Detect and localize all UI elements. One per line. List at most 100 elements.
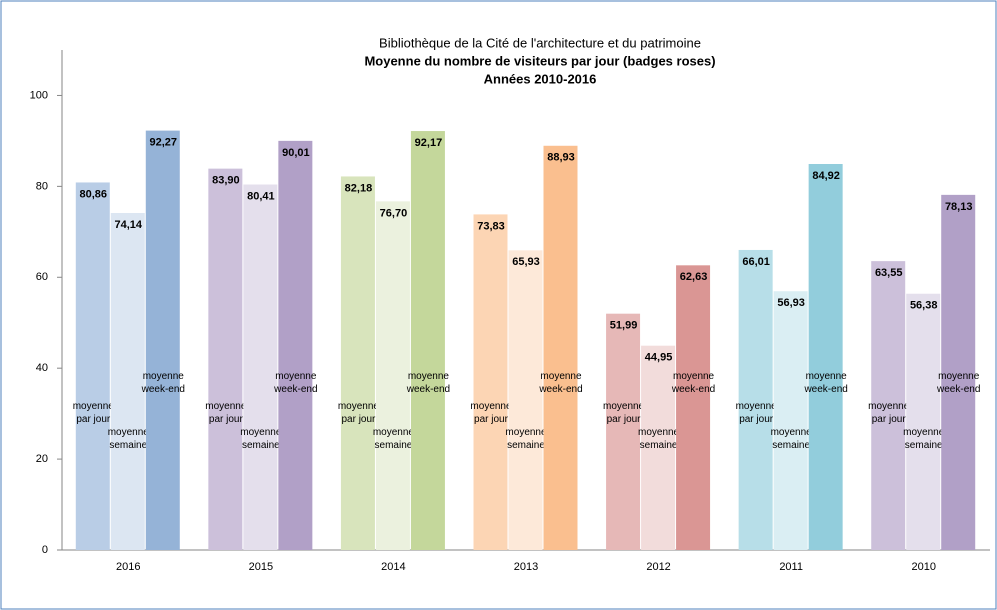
series-label: moyenne week-end — [141, 371, 185, 395]
chart-title: Bibliothèque de la Cité de l'architectur… — [379, 35, 701, 50]
series-name: moyenne week-end — [406, 371, 451, 395]
value-label: 44,95 — [645, 352, 673, 364]
x-tick-label: 2013 — [514, 561, 538, 573]
bar — [941, 194, 976, 550]
bar — [676, 265, 711, 550]
value-label: 80,86 — [80, 188, 108, 200]
series-name: moyenne week-end — [671, 371, 716, 395]
series-name: moyenne week-end — [141, 371, 185, 395]
value-label: 83,90 — [212, 175, 240, 187]
y-tick-label: 40 — [36, 362, 48, 374]
bar — [871, 261, 906, 550]
series-name: moyenne semaine — [372, 427, 414, 451]
x-tick-label: 2015 — [249, 561, 273, 573]
bar — [410, 131, 445, 550]
series-name: moyenne semaine — [903, 427, 945, 451]
series-name: moyenne par jour — [470, 401, 512, 425]
series-name: moyenne semaine — [770, 427, 812, 451]
series-label: moyenne week-end — [937, 371, 981, 395]
bar — [375, 201, 410, 550]
bar — [110, 213, 145, 550]
value-label: 56,93 — [777, 297, 805, 309]
y-tick-label: 100 — [30, 89, 48, 101]
series-label: moyenne week-end — [539, 371, 583, 395]
value-label: 78,13 — [945, 201, 973, 213]
y-tick-label: 0 — [42, 544, 48, 556]
series-name: moyenne semaine — [240, 427, 282, 451]
series-label: moyenne par jour — [337, 401, 379, 425]
chart-subtitle: Années 2010-2016 — [484, 71, 597, 86]
series-name: moyenne par jour — [205, 401, 247, 425]
value-label: 73,83 — [477, 220, 505, 232]
value-label: 63,55 — [875, 267, 903, 279]
value-label: 82,18 — [345, 182, 373, 194]
series-label: moyenne par jour — [735, 401, 777, 425]
x-tick-label: 2011 — [779, 561, 803, 573]
value-label: 80,41 — [247, 190, 275, 202]
chart-subtitle: Moyenne du nombre de visiteurs par jour … — [364, 53, 715, 68]
bar — [208, 168, 243, 551]
bar — [473, 214, 508, 550]
value-label: 88,93 — [547, 152, 575, 164]
x-tick-label: 2016 — [116, 561, 140, 573]
bar — [75, 182, 110, 551]
value-label: 92,17 — [415, 137, 443, 149]
series-name: moyenne week-end — [804, 371, 848, 395]
series-label: moyenne par jour — [602, 401, 645, 425]
y-tick-label: 60 — [36, 271, 48, 283]
series-name: moyenne semaine — [107, 427, 149, 451]
series-name: moyenne semaine — [637, 427, 680, 451]
series-label: moyenne week-end — [274, 371, 318, 395]
series-label: moyenne par jour — [470, 401, 512, 425]
value-label: 90,01 — [282, 147, 310, 159]
value-label: 84,92 — [812, 170, 840, 182]
series-label: moyenne par jour — [72, 401, 114, 425]
series-name: moyenne week-end — [274, 371, 318, 395]
series-label: moyenne semaine — [637, 427, 680, 451]
series-label: moyenne semaine — [770, 427, 812, 451]
value-label: 76,70 — [380, 207, 408, 219]
series-label: moyenne semaine — [505, 427, 547, 451]
y-tick-label: 20 — [36, 453, 48, 465]
bar — [278, 140, 313, 550]
series-label: moyenne par jour — [205, 401, 247, 425]
value-label: 62,63 — [680, 271, 708, 283]
series-label: moyenne par jour — [868, 401, 910, 425]
value-label: 65,93 — [512, 256, 540, 268]
y-tick-label: 80 — [36, 180, 48, 192]
series-name: moyenne par jour — [868, 401, 910, 425]
series-name: moyenne par jour — [337, 401, 379, 425]
bar — [340, 176, 375, 551]
series-label: moyenne semaine — [107, 427, 149, 451]
series-label: moyenne week-end — [804, 371, 848, 395]
value-label: 74,14 — [115, 219, 143, 231]
series-name: moyenne week-end — [539, 371, 583, 395]
bar — [243, 184, 278, 550]
series-name: moyenne week-end — [937, 371, 981, 395]
bar — [606, 313, 641, 550]
bar — [508, 250, 543, 550]
bar — [906, 293, 941, 550]
series-name: moyenne par jour — [735, 401, 777, 425]
series-label: moyenne week-end — [406, 371, 451, 395]
x-tick-label: 2014 — [381, 561, 405, 573]
value-label: 66,01 — [742, 256, 770, 268]
series-name: moyenne semaine — [505, 427, 547, 451]
bar — [808, 164, 843, 550]
series-name: moyenne par jour — [602, 401, 645, 425]
bar — [543, 145, 578, 551]
series-label: moyenne week-end — [671, 371, 716, 395]
series-label: moyenne semaine — [372, 427, 414, 451]
bar — [773, 291, 808, 550]
series-name: moyenne par jour — [72, 401, 114, 425]
series-label: moyenne semaine — [240, 427, 282, 451]
value-label: 56,38 — [910, 300, 938, 312]
x-tick-label: 2012 — [646, 561, 670, 573]
value-label: 51,99 — [610, 320, 638, 332]
bar — [145, 130, 180, 550]
series-label: moyenne semaine — [903, 427, 945, 451]
bar — [738, 249, 773, 551]
value-label: 92,27 — [150, 136, 178, 148]
bar — [641, 345, 676, 550]
